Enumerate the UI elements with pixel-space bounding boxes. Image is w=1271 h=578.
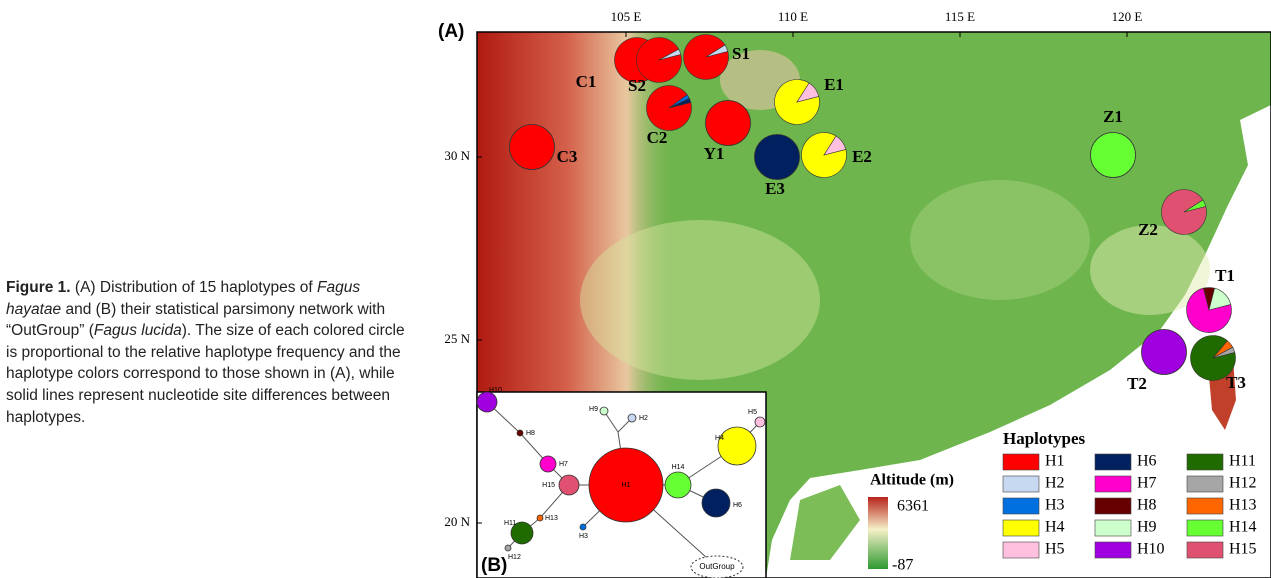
node-label: H15 [542, 482, 555, 489]
legend-swatch [1095, 520, 1131, 536]
legend-label: H6 [1137, 453, 1157, 470]
pie-slice [1142, 330, 1187, 375]
legend-label: H3 [1045, 497, 1065, 514]
site-label: E3 [765, 179, 785, 198]
network-node [628, 414, 636, 422]
legend-swatch [1187, 520, 1223, 536]
legend-swatch [1003, 520, 1039, 536]
legend-swatch [1095, 498, 1131, 514]
legend-swatch [1187, 498, 1223, 514]
legend-label: H13 [1229, 497, 1257, 514]
site-label: E1 [824, 75, 844, 94]
legend-label: H11 [1229, 453, 1256, 470]
site-label: T2 [1127, 374, 1147, 393]
legend-label: H5 [1045, 541, 1065, 558]
pie-slice [510, 125, 555, 170]
altitude-max: 6361 [897, 498, 929, 515]
node-label: H12 [508, 554, 521, 561]
site-label: C3 [557, 147, 578, 166]
pie-slice [1091, 133, 1136, 178]
network-node [540, 456, 556, 472]
network-node [580, 524, 586, 530]
legend-swatch [1003, 454, 1039, 470]
node-label: H10 [489, 387, 502, 394]
pie-slice [755, 135, 800, 180]
altitude-title: Altitude (m) [870, 472, 954, 489]
legend-label: H14 [1229, 519, 1257, 536]
legend-swatch [1095, 476, 1131, 492]
legend-swatch [1187, 454, 1223, 470]
node-label: H11 [504, 520, 516, 527]
site-label: C2 [647, 128, 668, 147]
site-label: S2 [628, 76, 646, 95]
site-label: T1 [1215, 266, 1235, 285]
pie-slice [706, 101, 751, 146]
network-node [505, 545, 511, 551]
legend-swatch [1095, 454, 1131, 470]
legend-label: H9 [1137, 519, 1157, 536]
figure: H1 H2 H3 H4 H5 H6 H7 H8 H9 H10 H11 H12 H13 H14 H15 OutG… [0, 0, 1271, 578]
node-label: H4 [715, 435, 724, 442]
legend-label: H8 [1137, 497, 1157, 514]
site-label: Z1 [1103, 107, 1123, 126]
legend-title: Haplotypes [1003, 429, 1086, 448]
site-label: Z2 [1138, 220, 1158, 239]
y-tick-label: 25 N [444, 331, 470, 346]
network-node [477, 392, 497, 412]
legend-label: H7 [1137, 475, 1157, 492]
node-label: H8 [526, 430, 535, 437]
network-node [559, 475, 579, 495]
site-label: E2 [852, 147, 872, 166]
site-label: C1 [576, 72, 597, 91]
network-node [537, 515, 543, 521]
node-label: H3 [579, 533, 588, 540]
legend-label: H2 [1045, 475, 1065, 492]
legend-label: H12 [1229, 475, 1257, 492]
x-tick-label: 105 E [611, 9, 642, 24]
node-label: H5 [748, 409, 757, 416]
x-tick-label: 120 E [1112, 9, 1143, 24]
legend-swatch [1003, 476, 1039, 492]
site-label: T3 [1226, 373, 1246, 392]
node-label: H2 [639, 415, 648, 422]
network-node [718, 427, 756, 465]
node-label: H1 [622, 482, 631, 489]
legend-swatch [1095, 542, 1131, 558]
x-tick-label: 115 E [945, 9, 975, 24]
panel-label: (B) [481, 555, 507, 576]
legend-label: H1 [1045, 453, 1065, 470]
node-label: H9 [589, 406, 598, 413]
network-panel: H1 H2 H3 H4 H5 H6 H7 H8 H9 H10 H11 H12 H13 H14 H15 OutG… [477, 387, 766, 578]
site-label: Y1 [704, 144, 725, 163]
legend-swatch [1187, 476, 1223, 492]
node-label: H13 [545, 515, 558, 522]
legend-swatch [1003, 542, 1039, 558]
node-label: H7 [559, 461, 568, 468]
panel-label: (A) [438, 21, 464, 42]
legend-swatch [1187, 542, 1223, 558]
network-node [702, 489, 730, 517]
legend-label: H4 [1045, 519, 1065, 536]
network-node [600, 407, 608, 415]
network-node [755, 417, 765, 427]
site-label: S1 [732, 44, 750, 63]
y-tick-label: 20 N [444, 514, 470, 529]
legend-swatch [1003, 498, 1039, 514]
page: Figure 1. (A) Distribution of 15 haploty… [0, 0, 1271, 578]
y-tick-label: 30 N [444, 148, 470, 163]
network-node [665, 472, 691, 498]
node-label: OutGroup [699, 562, 735, 571]
network-node [517, 430, 523, 436]
altitude-min: ‑87 [892, 557, 913, 574]
altitude-bar [868, 497, 888, 569]
legend-label: H15 [1229, 541, 1257, 558]
node-label: H14 [672, 464, 685, 471]
legend-label: H10 [1137, 541, 1165, 558]
node-label: H6 [733, 502, 742, 509]
x-tick-label: 110 E [778, 9, 808, 24]
